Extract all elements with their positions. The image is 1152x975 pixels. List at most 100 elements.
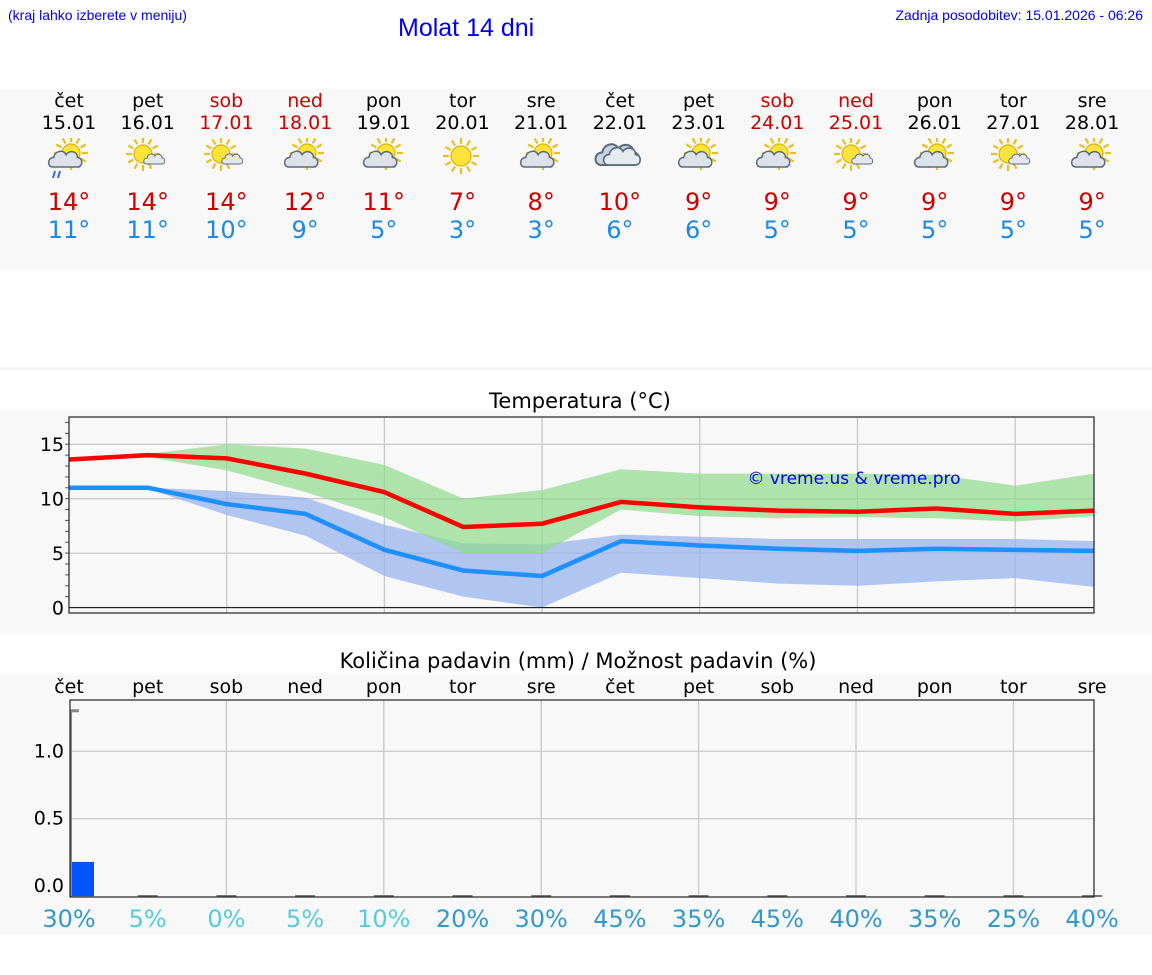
min-temp: 5° <box>921 216 949 244</box>
day-name: čet <box>54 90 84 112</box>
category-label: čet <box>605 676 635 698</box>
y-tick-label: 0.0 <box>34 875 64 897</box>
partly-cloudy-icon <box>756 138 797 170</box>
precip-chance: 35% <box>908 905 961 933</box>
min-temp-range-band <box>69 487 1094 608</box>
last-updated: Zadnja posodobitev: 15.01.2026 - 06:26 <box>895 7 1143 23</box>
precip-chance: 5% <box>286 905 324 933</box>
max-temp: 14° <box>126 188 169 216</box>
partly-cloudy-rain-icon <box>47 138 88 179</box>
day-column: čet 15.01 14° 11° <box>29 90 109 244</box>
min-temp: 5° <box>999 216 1028 244</box>
max-temp: 9° <box>999 188 1028 216</box>
day-name: tor <box>999 90 1027 112</box>
max-temp: 9° <box>763 188 791 216</box>
day-date: 26.01 <box>907 112 962 134</box>
day-column: čet 22.01 10° 6° <box>580 90 660 244</box>
day-name: čet <box>605 90 635 112</box>
precip-chance: 20% <box>436 905 489 933</box>
day-column: pon 19.01 11° 5° <box>344 90 424 244</box>
day-column: ned 18.01 12° 9° <box>265 90 345 244</box>
precip-chance: 25% <box>987 905 1040 933</box>
day-column: tor 20.01 7° 3° <box>423 90 503 244</box>
day-column: sob 17.01 14° 10° <box>186 90 266 244</box>
sunny-small-cloud-icon <box>204 138 244 171</box>
min-temp: 9° <box>291 216 319 244</box>
day-date: 28.01 <box>1064 112 1120 134</box>
day-date: 22.01 <box>592 112 648 134</box>
cloudy-icon <box>594 143 641 166</box>
min-temp: 11° <box>47 216 91 244</box>
day-date: 16.01 <box>120 112 175 134</box>
precip-chance: 30% <box>42 905 95 933</box>
category-label: pet <box>132 676 163 698</box>
precip-chance: 40% <box>829 905 882 933</box>
day-column: tor 27.01 9° 5° <box>973 90 1053 244</box>
day-column: sob 24.01 9° 5° <box>737 90 817 244</box>
precip-chance: 10% <box>357 905 410 933</box>
max-temp: 7° <box>448 188 477 216</box>
min-temp: 5° <box>842 216 870 244</box>
max-temp: 8° <box>527 188 555 216</box>
day-column: sre 28.01 9° 5° <box>1052 90 1132 244</box>
partly-cloudy-icon <box>677 138 718 170</box>
sunny-small-cloud-icon <box>834 138 874 171</box>
partly-cloudy-icon <box>362 138 403 170</box>
precip-chance: 30% <box>515 905 568 933</box>
day-name: sre <box>1077 90 1107 112</box>
day-date: 15.01 <box>41 112 97 134</box>
day-date: 20.01 <box>435 112 490 134</box>
partly-cloudy-icon <box>283 138 325 170</box>
category-label: ned <box>838 676 874 698</box>
y-tick-label: 10 <box>40 489 64 511</box>
category-label: sre <box>527 676 556 698</box>
precip-bar <box>70 861 94 897</box>
precip-chance: 35% <box>672 905 725 933</box>
day-date: 27.01 <box>986 112 1041 134</box>
y-tick-label: 0 <box>52 598 64 620</box>
precip-chance: 40% <box>1065 905 1118 933</box>
min-temp: 5° <box>370 216 398 244</box>
page-title: Molat 14 dni <box>398 14 535 42</box>
max-temp: 9° <box>842 188 870 216</box>
max-temp-range-band <box>69 444 1094 554</box>
y-tick-label: 1.0 <box>34 740 64 762</box>
day-date: 18.01 <box>277 112 333 134</box>
day-name: pon <box>365 90 402 112</box>
category-label: sob <box>761 676 795 698</box>
category-label: sre <box>1078 676 1107 698</box>
max-temp: 14° <box>47 188 91 216</box>
plot-frame <box>69 699 1095 898</box>
category-label: pon <box>366 676 402 698</box>
precip-chance: 5% <box>129 905 167 933</box>
day-name: pet <box>132 90 164 112</box>
day-date: 24.01 <box>750 112 805 134</box>
partly-cloudy-icon <box>913 138 954 170</box>
max-temp: 10° <box>598 188 642 216</box>
min-temp: 5° <box>1078 216 1106 244</box>
y-tick-label: 15 <box>40 434 64 456</box>
precipitation-chart-title: Količina padavin (mm) / Možnost padavin … <box>340 649 817 673</box>
sunny-small-cloud-icon <box>991 138 1031 171</box>
day-name: sob <box>209 90 244 112</box>
day-name: pon <box>916 90 953 112</box>
category-label: ned <box>287 676 323 698</box>
day-date: 17.01 <box>199 112 254 134</box>
category-label: pet <box>683 676 714 698</box>
day-name: sob <box>760 90 795 112</box>
location-menu-hint[interactable]: (kraj lahko izberete v meniju) <box>8 7 187 23</box>
category-label: tor <box>1000 676 1027 698</box>
watermark: © vreme.us & vreme.pro <box>747 469 960 489</box>
min-temp: 11° <box>126 216 169 244</box>
temperature-chart: Temperatura (°C) 0 5 10 15 © vreme.us & vre… <box>40 389 1095 620</box>
min-temp: 3° <box>448 216 477 244</box>
partly-cloudy-icon <box>520 138 561 170</box>
category-label: čet <box>54 676 84 698</box>
max-temp-line <box>68 452 1095 530</box>
precip-chance: 45% <box>751 905 804 933</box>
day-column: ned 25.01 9° 5° <box>816 90 896 244</box>
plot-area <box>70 700 1094 897</box>
max-temp: 11° <box>362 188 406 216</box>
y-tick-label: 0.5 <box>34 808 64 830</box>
